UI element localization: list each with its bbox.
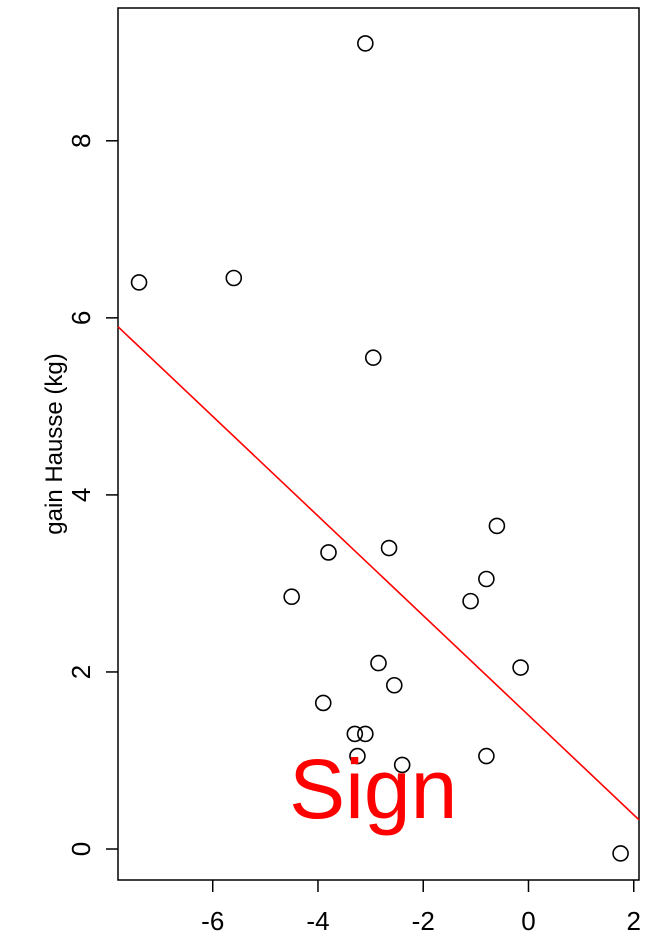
y-tick-label: 4 xyxy=(66,488,96,502)
x-tick-label: -6 xyxy=(201,906,224,934)
y-tick-label: 0 xyxy=(66,842,96,856)
y-tick-label: 6 xyxy=(66,311,96,325)
data-point xyxy=(283,588,300,606)
data-point xyxy=(393,756,411,774)
data-point xyxy=(385,676,403,694)
x-tick-label: 2 xyxy=(627,906,641,934)
data-point xyxy=(357,35,374,52)
sign-annotation: Sign xyxy=(289,742,457,836)
data-point xyxy=(225,269,243,287)
data-point xyxy=(130,274,148,291)
data-point xyxy=(370,654,387,672)
data-point xyxy=(612,845,629,862)
data-points xyxy=(130,35,629,862)
y-tick-label: 2 xyxy=(66,665,96,679)
data-point xyxy=(380,539,398,557)
data-point xyxy=(488,517,506,535)
plot-frame xyxy=(117,7,640,881)
x-tick-label: -4 xyxy=(306,906,329,934)
data-point xyxy=(314,694,332,712)
data-point xyxy=(462,592,479,610)
data-point xyxy=(349,747,366,765)
x-tick-label: 0 xyxy=(521,906,535,934)
data-point xyxy=(364,349,382,366)
data-point xyxy=(320,544,337,561)
x-tick-label: -2 xyxy=(412,906,435,934)
data-point xyxy=(512,659,529,676)
y-axis: 0 2 4 6 8 xyxy=(66,134,118,856)
data-point xyxy=(346,725,364,743)
y-axis-title: gain Hausse (kg) xyxy=(41,353,68,534)
x-axis: -6 -4 -2 0 2 xyxy=(201,880,641,934)
data-point xyxy=(357,725,374,743)
data-point xyxy=(478,570,495,588)
data-point xyxy=(478,747,495,765)
y-tick-label: 8 xyxy=(66,134,96,148)
regression-line xyxy=(117,326,640,821)
